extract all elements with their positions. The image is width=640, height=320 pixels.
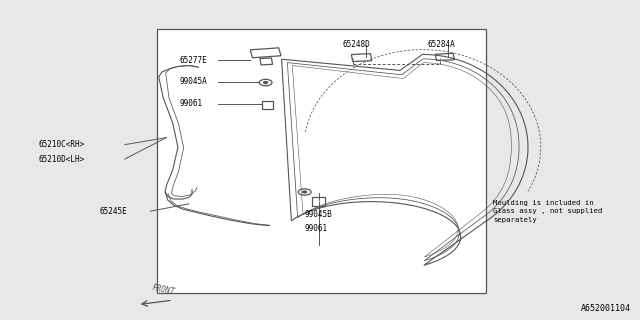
Text: 99045B: 99045B <box>305 210 332 219</box>
Text: Moulding is included in
Glass assy , not supplied
separately: Moulding is included in Glass assy , not… <box>493 200 602 223</box>
Text: FRONT: FRONT <box>151 283 175 297</box>
Text: 99061: 99061 <box>305 224 328 233</box>
Circle shape <box>303 191 307 193</box>
Text: 65284A: 65284A <box>428 40 455 49</box>
Text: 65210D<LH>: 65210D<LH> <box>38 155 84 164</box>
Text: 65277E: 65277E <box>179 56 207 65</box>
FancyBboxPatch shape <box>157 29 486 293</box>
Circle shape <box>264 82 268 84</box>
Text: 65245E: 65245E <box>99 207 127 216</box>
Text: 99061: 99061 <box>179 100 202 108</box>
Text: 99045A: 99045A <box>179 77 207 86</box>
Text: 65248D: 65248D <box>342 40 370 49</box>
Text: A652001104: A652001104 <box>580 304 630 313</box>
Text: 65210C<RH>: 65210C<RH> <box>38 140 84 149</box>
